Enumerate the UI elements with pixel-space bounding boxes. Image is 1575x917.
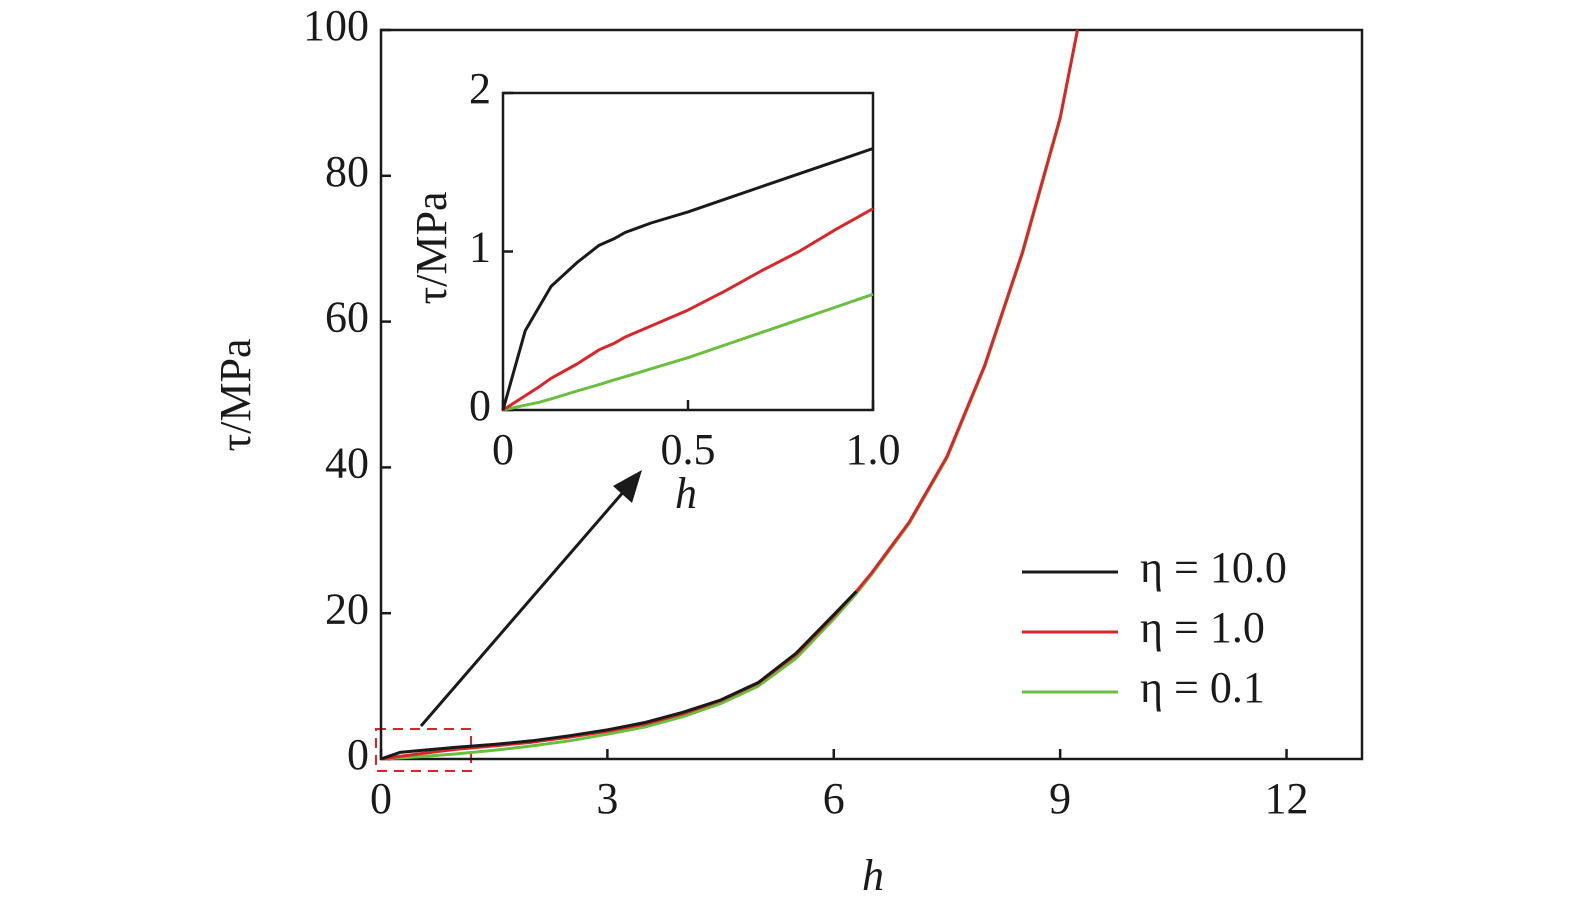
x-axis-label: h bbox=[675, 469, 697, 518]
x-axis-label: h bbox=[862, 851, 884, 900]
y-tick-label: 0 bbox=[469, 381, 491, 430]
y-tick-label: 1 bbox=[469, 223, 491, 272]
x-tick-label: 9 bbox=[1049, 774, 1071, 823]
x-tick-label: 3 bbox=[596, 774, 618, 823]
x-tick-label: 6 bbox=[823, 774, 845, 823]
legend-label: η = 0.1 bbox=[1140, 663, 1265, 712]
series-line bbox=[502, 292, 874, 412]
y-tick-label: 40 bbox=[325, 438, 369, 487]
y-tick-label: 2 bbox=[469, 64, 491, 113]
y-tick-label: 100 bbox=[303, 1, 369, 50]
series-line bbox=[501, 147, 874, 411]
plot-frame bbox=[379, 28, 1364, 761]
y-tick-label: 60 bbox=[325, 293, 369, 342]
x-tick-label: 1.0 bbox=[846, 425, 901, 474]
arrow-shaft bbox=[419, 489, 627, 727]
y-tick-label: 0 bbox=[347, 730, 369, 779]
x-tick-label: 12 bbox=[1265, 774, 1309, 823]
inset-background bbox=[503, 93, 873, 410]
x-tick-label: 0 bbox=[370, 774, 392, 823]
series-line bbox=[380, 590, 858, 761]
legend-label: η = 1.0 bbox=[1140, 603, 1265, 652]
series-line bbox=[502, 207, 874, 412]
y-axis-label: τ/MPa bbox=[211, 338, 260, 451]
x-tick-label: 0 bbox=[492, 425, 514, 474]
y-tick-label: 80 bbox=[325, 147, 369, 196]
x-tick-label: 0.5 bbox=[661, 425, 716, 474]
legend-label: η = 10.0 bbox=[1140, 543, 1287, 592]
arrow-head bbox=[613, 470, 642, 503]
y-axis-label: τ/MPa bbox=[407, 191, 456, 304]
y-tick-label: 20 bbox=[325, 584, 369, 633]
